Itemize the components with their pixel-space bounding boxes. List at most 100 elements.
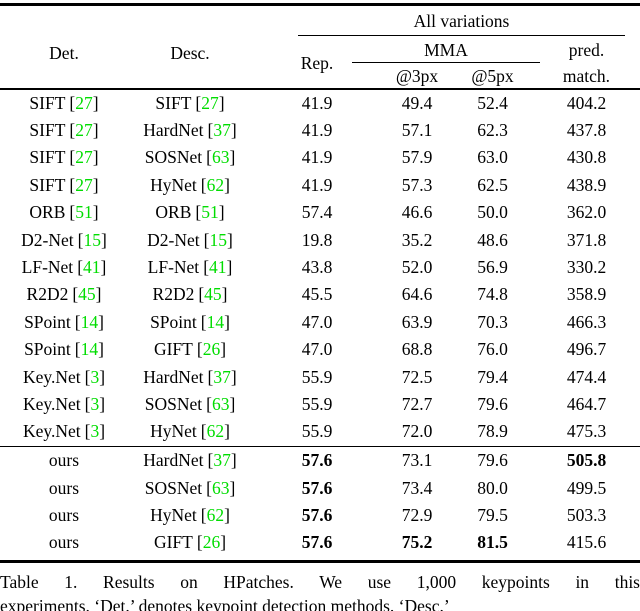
close-bracket: ] xyxy=(230,120,237,141)
close-bracket: ] xyxy=(99,366,106,387)
citation-link[interactable]: 37 xyxy=(213,366,231,387)
section-divider xyxy=(0,445,640,448)
desc-cell: HyNet [62] xyxy=(128,175,252,196)
citation-link[interactable]: 27 xyxy=(201,92,219,113)
value-cell-mma-5px: 81.5 xyxy=(477,532,508,553)
citation-link[interactable]: 63 xyxy=(211,147,230,168)
citation-link[interactable]: 37 xyxy=(213,120,231,141)
close-bracket: ] xyxy=(220,339,227,360)
citation-link[interactable]: 3 xyxy=(90,421,100,442)
table-row: ORB [51] ORB [51] 57.4 46.6 50.0 362.0 xyxy=(0,199,640,226)
citation: [14] xyxy=(201,312,230,332)
close-bracket: ] xyxy=(100,257,107,278)
value-cell-mma-3px: 49.4 xyxy=(401,92,433,113)
value-cell-mma-5px: 79.5 xyxy=(477,505,508,526)
citation-link[interactable]: 45 xyxy=(204,284,222,305)
citation-link[interactable]: 51 xyxy=(201,202,219,223)
citation-link[interactable]: 41 xyxy=(209,257,227,278)
citation-link[interactable]: 14 xyxy=(80,311,99,332)
close-bracket: ] xyxy=(229,393,236,414)
citation-link[interactable]: 62 xyxy=(206,505,225,526)
citation-link[interactable]: 14 xyxy=(80,339,99,360)
value-cell-pred-match: 505.8 xyxy=(566,450,607,471)
open-bracket: [ xyxy=(196,339,203,360)
method-name: SOSNet xyxy=(144,477,203,498)
value-cell-mma-5px: 63.0 xyxy=(477,147,508,168)
citation: [3] xyxy=(85,367,105,387)
open-bracket: [ xyxy=(74,311,81,332)
citation-link[interactable]: 26 xyxy=(202,339,221,360)
value-cell-rep: 55.9 xyxy=(301,393,333,414)
open-bracket: [ xyxy=(84,366,91,387)
open-bracket: [ xyxy=(84,421,91,442)
citation: [41] xyxy=(203,257,232,277)
table-row: ours HardNet [37] 57.6 73.1 79.6 505.8 xyxy=(0,447,640,474)
value-cell-rep: 43.8 xyxy=(301,257,333,278)
open-bracket: [ xyxy=(69,174,76,195)
citation-link[interactable]: 27 xyxy=(75,120,93,141)
group-header-all-variations: All variations xyxy=(413,11,510,31)
value-cell-mma-3px: 57.3 xyxy=(401,174,433,195)
value-cell-rep: 47.0 xyxy=(301,339,333,360)
value-cell-mma-3px: 72.0 xyxy=(401,421,433,442)
det-cell: ours xyxy=(0,532,128,553)
citation-link[interactable]: 26 xyxy=(202,532,221,553)
open-bracket: [ xyxy=(206,477,212,498)
value-cell-mma-5px: 78.9 xyxy=(477,421,508,442)
citation: [63] xyxy=(206,394,235,414)
close-bracket: ] xyxy=(92,174,99,195)
table-row: SIFT [27] HyNet [62] 41.9 57.3 62.5 438.9 xyxy=(0,172,640,199)
method-name: HyNet xyxy=(150,174,197,195)
citation-link[interactable]: 27 xyxy=(75,92,93,113)
det-cell: SIFT [27] xyxy=(0,93,128,114)
desc-cell: LF-Net [41] xyxy=(128,257,252,278)
citation-link[interactable]: 62 xyxy=(206,174,225,195)
method-name: R2D2 xyxy=(26,284,69,305)
value-cell-mma-5px: 62.5 xyxy=(477,174,508,195)
method-name: ours xyxy=(48,477,80,498)
citation-link[interactable]: 15 xyxy=(83,229,101,250)
table-row: LF-Net [41] LF-Net [41] 43.8 52.0 56.9 330… xyxy=(0,254,640,281)
close-bracket: ] xyxy=(95,284,102,305)
det-cell: ours xyxy=(0,450,128,471)
open-bracket: [ xyxy=(196,532,203,553)
desc-cell: SOSNet [63] xyxy=(128,147,252,168)
method-name: SIFT xyxy=(29,174,66,195)
open-bracket: [ xyxy=(72,284,79,305)
desc-cell: SOSNet [63] xyxy=(128,394,252,415)
citation-link[interactable]: 63 xyxy=(211,477,230,498)
citation-link[interactable]: 27 xyxy=(75,174,93,195)
col-header-mma-3px: @3px xyxy=(395,66,439,86)
method-name: HardNet xyxy=(143,120,204,141)
col-header-rep: Rep. xyxy=(300,53,334,73)
det-cell: SIFT [27] xyxy=(0,175,128,196)
method-name: SIFT xyxy=(29,92,66,113)
citation-link[interactable]: 51 xyxy=(75,202,93,223)
desc-cell: HyNet [62] xyxy=(128,505,252,526)
citation-link[interactable]: 37 xyxy=(213,450,231,471)
citation: [27] xyxy=(69,175,98,195)
citation-link[interactable]: 41 xyxy=(83,257,101,278)
citation-link[interactable]: 3 xyxy=(90,366,100,387)
citation-link[interactable]: 63 xyxy=(211,393,230,414)
method-name: ORB xyxy=(155,202,192,223)
citation-link[interactable]: 62 xyxy=(206,421,225,442)
method-name: HardNet xyxy=(143,450,204,471)
value-cell-mma-3px: 63.9 xyxy=(401,311,433,332)
desc-cell: SPoint [14] xyxy=(128,312,252,333)
open-bracket: [ xyxy=(206,147,212,168)
value-cell-mma-5px: 50.0 xyxy=(477,202,508,223)
citation: [27] xyxy=(195,93,224,113)
citation-link[interactable]: 3 xyxy=(90,393,100,414)
citation-link[interactable]: 15 xyxy=(209,229,227,250)
value-cell-pred-match: 466.3 xyxy=(566,311,607,332)
table-row: SIFT [27] HardNet [37] 41.9 57.1 62.3 437.… xyxy=(0,117,640,144)
method-name: SPoint xyxy=(24,339,71,360)
value-cell-pred-match: 371.8 xyxy=(566,229,607,250)
table-row: ours SOSNet [63] 57.6 73.4 80.0 499.5 xyxy=(0,474,640,501)
citation-link[interactable]: 27 xyxy=(75,147,93,168)
value-cell-rep: 57.6 xyxy=(301,450,333,471)
citation-link[interactable]: 45 xyxy=(78,284,96,305)
citation-link[interactable]: 14 xyxy=(206,311,225,332)
table-row: SIFT [27] SOSNet [63] 41.9 57.9 63.0 430.8 xyxy=(0,144,640,171)
